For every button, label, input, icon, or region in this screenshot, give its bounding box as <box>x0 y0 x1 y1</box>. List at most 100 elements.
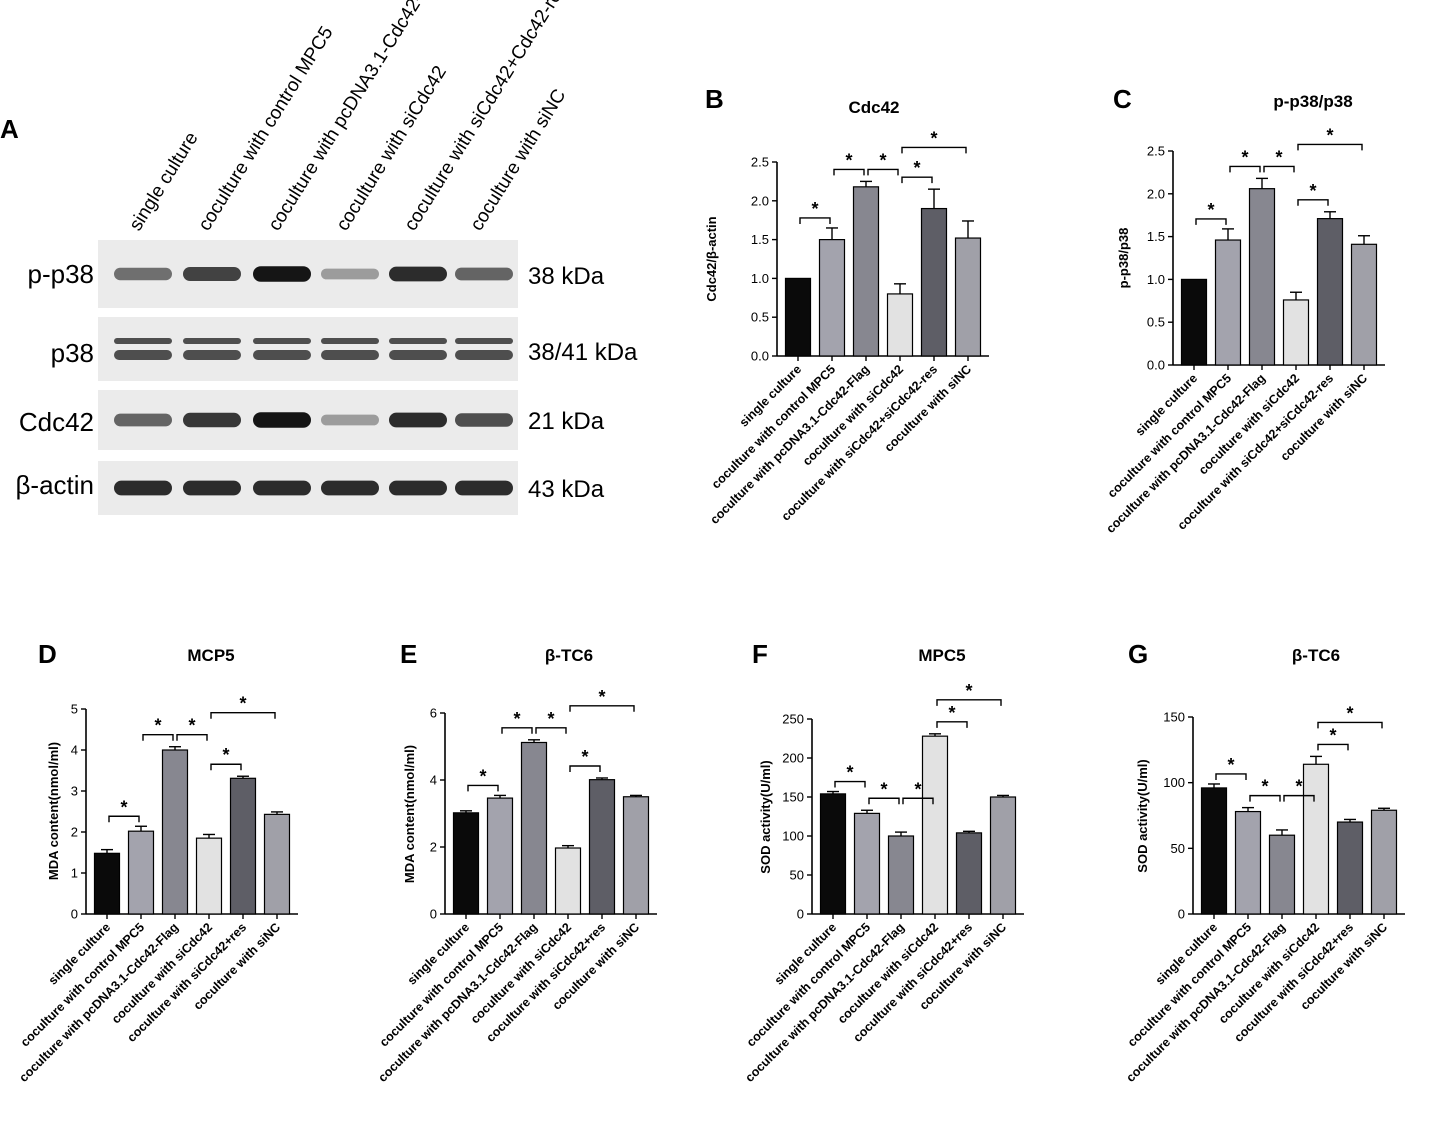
bar <box>452 812 480 915</box>
bar <box>1350 243 1378 366</box>
significance-bracket <box>501 727 533 734</box>
panel-label: A <box>0 114 19 144</box>
blot-band <box>321 480 379 496</box>
significance-bracket <box>1195 218 1227 225</box>
blot-band <box>455 480 513 496</box>
bar <box>1234 810 1262 915</box>
significance-label: * <box>913 158 920 178</box>
significance-label: * <box>1326 125 1333 145</box>
bar <box>853 812 881 915</box>
significance-label: * <box>1329 725 1336 745</box>
y-tick-label: 150 <box>782 790 804 805</box>
blot-band <box>253 338 311 344</box>
bar <box>263 813 291 915</box>
significance-bracket <box>833 168 865 176</box>
bar <box>1336 821 1364 915</box>
blot-band <box>114 350 172 360</box>
blot-band <box>321 338 379 344</box>
y-tick-label: 1 <box>71 866 78 881</box>
y-tick-label: 0 <box>71 907 78 922</box>
significance-bracket <box>1229 165 1261 173</box>
blot-band <box>183 480 241 496</box>
significance-label: * <box>581 747 588 767</box>
blot-band <box>183 267 241 281</box>
blot-band <box>114 413 172 427</box>
y-tick-label: 1.0 <box>751 271 769 286</box>
bar <box>955 832 983 915</box>
significance-label: * <box>547 709 554 729</box>
panel-label: C <box>1113 84 1132 114</box>
blot-band <box>389 412 447 428</box>
significance-label: * <box>880 779 887 799</box>
significance-label: * <box>845 150 852 170</box>
bar-charts: B Cdc42 Cdc42/β-actin 0.0 0.5 1.0 1.5 2.0 2.5 sin… <box>17 84 1405 1085</box>
y-tick-label: 200 <box>782 751 804 766</box>
y-tick-label: 0.5 <box>751 310 769 325</box>
significance-bracket <box>569 705 635 712</box>
significance-label: * <box>1227 755 1234 775</box>
protein-label: Cdc42 <box>19 407 94 437</box>
chart-title: p-p38/p38 <box>1273 92 1352 111</box>
blot-band <box>114 267 172 281</box>
significance-bracket <box>569 765 601 772</box>
y-tick-label: 1.0 <box>1147 272 1165 287</box>
panel-label: D <box>38 639 57 669</box>
y-tick-label: 0.5 <box>1147 315 1165 330</box>
significance-label: * <box>1261 777 1268 797</box>
significance-bracket <box>867 168 899 176</box>
significance-label: * <box>914 779 921 799</box>
significance-label: * <box>598 687 605 707</box>
blot-band <box>183 350 241 360</box>
bar <box>887 835 915 915</box>
blot-band <box>114 338 172 344</box>
bar <box>1268 834 1296 915</box>
significance-bracket <box>210 712 276 719</box>
y-axis-label: MDA content(nmol/ml) <box>46 742 61 880</box>
y-tick-label: 50 <box>1171 841 1185 856</box>
chart-panel-b: B Cdc42Cdc42/β-actin0.00.51.01.52.02.5sin… <box>704 84 989 527</box>
blot-band <box>321 350 379 360</box>
significance-bracket <box>799 217 831 224</box>
molecular-weight-label: 38/41 kDa <box>528 339 638 366</box>
significance-bracket <box>834 780 866 788</box>
significance-label: * <box>846 763 853 783</box>
protein-label: p-p38 <box>28 259 95 289</box>
significance-bracket <box>936 721 968 728</box>
blot-band <box>455 350 513 360</box>
lane-label: coculture with control MPC5 <box>194 23 337 235</box>
bar <box>1302 763 1330 915</box>
y-axis-label: MDA content(nmol/ml) <box>402 745 417 883</box>
bar <box>886 293 914 357</box>
y-axis-label: SOD activity(U/ml) <box>758 760 773 873</box>
significance-bracket <box>1297 199 1329 206</box>
y-tick-label: 150 <box>1163 710 1185 725</box>
significance-bracket <box>901 146 967 154</box>
significance-label: * <box>188 716 195 736</box>
chart-title: β-TC6 <box>545 646 593 665</box>
significance-bracket <box>176 734 208 741</box>
panel-label: B <box>705 84 724 114</box>
bar <box>93 852 121 915</box>
y-tick-label: 2 <box>430 840 437 855</box>
bar <box>520 741 548 915</box>
blot-strip <box>98 317 518 381</box>
molecular-weight-label: 38 kDa <box>528 263 605 290</box>
bar <box>486 797 514 915</box>
significance-bracket <box>535 727 567 734</box>
bar <box>920 207 948 357</box>
molecular-weight-label: 21 kDa <box>528 408 605 435</box>
y-tick-label: 1.5 <box>1147 229 1165 244</box>
protein-label: β-actin <box>15 470 94 500</box>
significance-label: * <box>120 797 127 817</box>
significance-label: * <box>222 745 229 765</box>
bar <box>1214 239 1242 366</box>
chart-title: MPC5 <box>918 646 965 665</box>
bar <box>1248 188 1276 366</box>
significance-label: * <box>1207 200 1214 220</box>
y-tick-label: 1.5 <box>751 232 769 247</box>
y-tick-label: 50 <box>790 868 804 883</box>
